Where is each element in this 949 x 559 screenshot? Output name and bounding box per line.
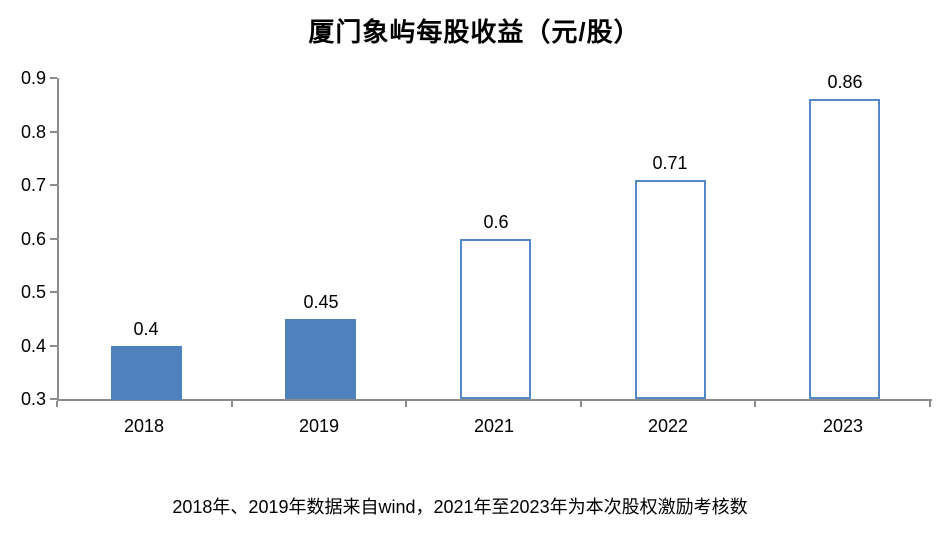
bar-2019	[285, 319, 356, 399]
y-tick	[50, 77, 57, 79]
bar-value-label: 0.6	[483, 212, 509, 232]
y-axis-label: 0.4	[20, 336, 46, 356]
y-tick	[50, 184, 57, 186]
y-axis-label: 0.3	[20, 389, 46, 409]
bar-value-label: 0.71	[652, 153, 688, 173]
x-tick	[929, 401, 931, 407]
footnote: 2018年、2019年数据来自wind，2021年至2023年为本次股权激励考核…	[172, 497, 748, 517]
bar-value-label: 0.4	[133, 319, 159, 339]
x-tick	[754, 401, 756, 407]
x-axis-label: 2018	[123, 416, 165, 436]
y-axis-label: 0.6	[20, 229, 46, 249]
chart-title: 厦门象屿每股收益（元/股）	[308, 17, 641, 47]
x-axis-label: 2019	[298, 416, 340, 436]
plot-area: 0.4 0.45 0.6 0.71 0.86	[50, 72, 932, 401]
x-tick	[580, 401, 582, 407]
x-axis-label: 2022	[647, 416, 689, 436]
y-tick	[50, 345, 57, 347]
y-axis-label: 0.5	[20, 282, 46, 302]
x-axis-label: 2023	[822, 416, 864, 436]
bar-2021	[460, 239, 531, 399]
y-tick	[50, 131, 57, 133]
bar-value-label: 0.45	[303, 292, 339, 312]
y-tick	[50, 291, 57, 293]
y-axis-label: 0.9	[20, 68, 46, 88]
bar-2022	[635, 180, 706, 399]
y-axis-label: 0.7	[20, 175, 46, 195]
x-axis-label: 2021	[473, 416, 515, 436]
x-tick	[405, 401, 407, 407]
y-axis-label: 0.8	[20, 122, 46, 142]
bar-2023	[809, 99, 880, 399]
bar-2018	[111, 346, 182, 400]
y-tick	[50, 398, 57, 400]
x-tick	[56, 401, 58, 407]
y-tick	[50, 238, 57, 240]
bar-value-label: 0.86	[827, 72, 863, 92]
x-tick	[231, 401, 233, 407]
